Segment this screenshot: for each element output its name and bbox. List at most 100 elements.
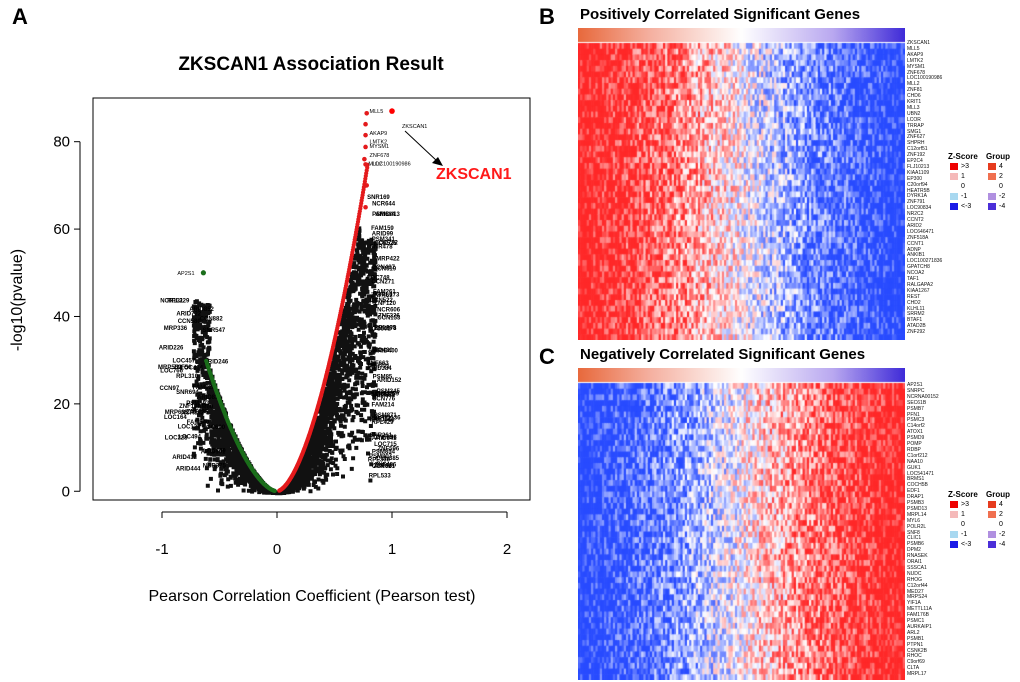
svg-text:NCR606: NCR606 — [377, 308, 401, 314]
svg-text:ARID412: ARID412 — [172, 455, 197, 461]
gene-label: CCNT1 — [907, 240, 924, 247]
svg-text:RPL310: RPL310 — [176, 374, 199, 380]
gene-label: SHPRH — [907, 140, 925, 147]
svg-text:RPL395: RPL395 — [374, 325, 397, 331]
legend-swatch — [950, 521, 958, 528]
panel-a-letter: A — [12, 4, 28, 29]
gene-label: CHD6 — [907, 93, 921, 100]
gene-label: PSMC1 — [907, 618, 925, 624]
point-label: AKAP9 — [370, 131, 388, 137]
gene-label: PSMB6 — [907, 541, 924, 548]
legend-label: -2 — [999, 531, 1006, 538]
gene-label: EP2C4 — [907, 158, 923, 164]
svg-text:NCR131: NCR131 — [160, 299, 184, 305]
gene-label: CCNT2 — [907, 217, 924, 223]
gene-label: LOC646471 — [907, 228, 934, 235]
svg-text:ARID444: ARID444 — [176, 467, 201, 473]
gene-label: PSMC3 — [907, 417, 925, 424]
gene-label: ATOX1 — [907, 429, 923, 436]
svg-text:ZNF86: ZNF86 — [374, 464, 393, 470]
legend-label: >3 — [961, 163, 969, 170]
svg-text:CCN153: CCN153 — [377, 315, 401, 321]
heatmap-negative — [578, 368, 905, 680]
svg-text:CCN882: CCN882 — [200, 317, 224, 323]
svg-text:PSM307: PSM307 — [369, 454, 393, 460]
legend-swatch — [950, 203, 958, 210]
svg-text:ARID136: ARID136 — [376, 416, 401, 422]
scatter-cloud: ARID400 NCR525 RPL229 SNR169 ARID412 ARID384 L… — [158, 108, 402, 496]
gene-label: C12orf51 — [907, 146, 928, 153]
legend-swatch — [950, 173, 958, 180]
gene-label: MED27 — [907, 588, 924, 595]
gene-label: NR2C2 — [907, 211, 924, 218]
legend-swatch — [950, 193, 958, 200]
gene-label: CLTA — [907, 665, 920, 672]
svg-text:NCR644: NCR644 — [372, 201, 396, 207]
gene-label: MYL6 — [907, 517, 921, 524]
svg-text:ZNF663: ZNF663 — [367, 361, 389, 367]
svg-text:SNR478: SNR478 — [370, 245, 393, 251]
legend-label: 4 — [999, 501, 1003, 508]
legend-swatch — [950, 531, 958, 538]
svg-text:MRP422: MRP422 — [376, 256, 400, 262]
gene-label: BRMS1 — [907, 476, 925, 483]
gene-label: ZKSCAN1 — [907, 40, 931, 46]
svg-text:RPL360: RPL360 — [368, 457, 391, 463]
legend-negative: Z-Score >3 1 0 -1 <-3 Group 4 2 0 -2 -4 — [948, 490, 1018, 560]
gene-label: POLR2L — [907, 523, 927, 530]
svg-text:FAM828: FAM828 — [193, 385, 216, 391]
gene-label: MLL2 — [907, 81, 920, 88]
gene-label: SMG1 — [907, 128, 922, 135]
gene-label: NAA10 — [907, 458, 923, 465]
svg-text:FAM159: FAM159 — [371, 226, 394, 232]
svg-text:PSM759: PSM759 — [376, 392, 400, 398]
svg-text:LOC715: LOC715 — [374, 442, 397, 448]
panel-c-title: Negatively Correlated Significant Genes — [580, 346, 866, 363]
panel-b-title: Positively Correlated Significant Genes — [580, 6, 861, 23]
svg-text:ARID480: ARID480 — [368, 348, 393, 354]
gene-label: KIAA1109 — [907, 169, 930, 176]
svg-text:PSM854: PSM854 — [372, 450, 396, 456]
gene-label: ZNF81 — [907, 87, 923, 94]
group-legend-title: Group — [986, 490, 1010, 499]
gene-label: PSMB3 — [907, 500, 924, 506]
gene-label: SEC61B — [907, 399, 927, 406]
legend-swatch — [950, 541, 958, 548]
gene-label: PFN1 — [907, 411, 920, 418]
y-tick-label: 20 — [53, 396, 70, 413]
gene-label: RNASEK — [907, 553, 928, 560]
gene-label: AP2S1 — [907, 382, 923, 388]
svg-text:NCR375: NCR375 — [203, 464, 227, 470]
svg-text:LOC732: LOC732 — [375, 241, 398, 247]
svg-text:SNR638: SNR638 — [371, 392, 394, 398]
panel-c-letter: C — [539, 344, 555, 369]
svg-text:LOC690: LOC690 — [202, 425, 225, 431]
legend-positive: Z-Score >3 1 0 -1 <-3 Group 4 2 0 -2 -4 — [948, 152, 1018, 222]
gene-label: LOC541471 — [907, 470, 934, 477]
svg-text:FAM540: FAM540 — [187, 420, 210, 426]
gene-label: MRPL14 — [907, 511, 927, 518]
legend-swatch — [988, 183, 996, 190]
panel-b-letter: B — [539, 4, 555, 29]
svg-text:LOC457: LOC457 — [173, 359, 196, 365]
point-label: LOC100190986 — [372, 162, 411, 168]
gene-label: SNF8 — [907, 529, 920, 536]
gene-label: MLL5 — [907, 45, 920, 52]
gene-label: FLJ10213 — [907, 163, 930, 170]
gene-label: ARL2 — [907, 629, 920, 636]
gene-label: LCOR — [907, 116, 921, 123]
gene-label: EDF1 — [907, 488, 920, 495]
svg-text:ARID641: ARID641 — [372, 436, 397, 442]
point-label: MLL5 — [370, 109, 384, 115]
svg-text:ZNF56: ZNF56 — [173, 365, 192, 371]
gene-label: TAF1 — [907, 276, 919, 282]
svg-text:CCN776: CCN776 — [372, 396, 396, 402]
legend-label: -1 — [961, 193, 968, 200]
gene-label: LMTK2 — [907, 57, 924, 64]
svg-text:ARID152: ARID152 — [377, 378, 402, 384]
legend-swatch — [950, 501, 958, 508]
legend-label: <-3 — [961, 203, 972, 210]
svg-text:ZNF735: ZNF735 — [187, 410, 209, 416]
x-tick-label: 0 — [273, 541, 281, 558]
